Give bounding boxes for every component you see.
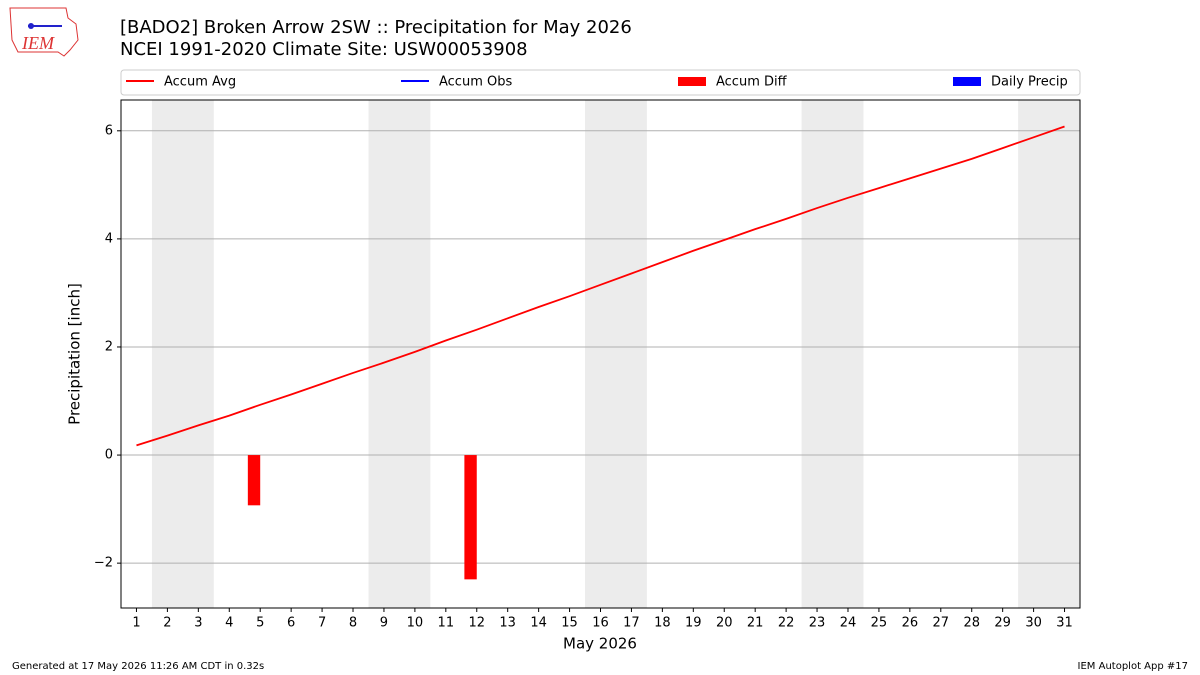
x-tick-label: 18 [654, 616, 671, 631]
footer-left: Generated at 17 May 2026 11:26 AM CDT in… [12, 661, 264, 672]
legend-label: Accum Diff [716, 75, 788, 90]
x-tick-label: 17 [623, 616, 640, 631]
diff-bar [464, 455, 477, 580]
y-tick-label: 4 [105, 231, 113, 246]
x-tick-label: 11 [438, 616, 455, 631]
x-tick-label: 26 [902, 616, 919, 631]
x-tick-label: 15 [561, 616, 578, 631]
y-tick-label: 2 [105, 339, 113, 354]
weekend-span [585, 100, 647, 608]
x-tick-label: 14 [530, 616, 547, 631]
legend-swatch [953, 77, 981, 86]
footer-right: IEM Autoplot App #17 [1078, 661, 1188, 672]
x-tick-label: 16 [592, 616, 609, 631]
x-tick-label: 25 [871, 616, 888, 631]
weekend-span [801, 100, 864, 608]
y-tick-label: 6 [105, 123, 113, 138]
series-line [136, 125, 1065, 447]
x-tick-label: 27 [933, 616, 950, 631]
x-tick-label: 8 [349, 616, 357, 631]
logo-text: IEM [21, 33, 55, 53]
legend-label: Accum Obs [439, 75, 512, 90]
x-tick-label: 13 [499, 616, 516, 631]
x-axis-label: May 2026 [563, 635, 637, 653]
x-tick-label: 3 [194, 616, 202, 631]
x-tick-label: 12 [468, 616, 485, 631]
legend-box [120, 69, 1081, 96]
x-tick-label: 10 [407, 616, 424, 631]
legend-swatch [678, 77, 706, 86]
weekend-span [1018, 100, 1080, 608]
x-tick-label: 7 [318, 616, 326, 631]
x-tick-label: 21 [747, 616, 764, 631]
chart-title: [BADO2] Broken Arrow 2SW :: Precipitatio… [120, 17, 632, 38]
x-tick-label: 9 [380, 616, 388, 631]
y-axis-label: Precipitation [inch] [66, 283, 84, 425]
x-tick-label: 2 [163, 616, 171, 631]
weekend-span [151, 100, 214, 608]
diff-bar [247, 455, 261, 506]
y-tick-label: −2 [94, 556, 113, 571]
logo: IEM [9, 7, 79, 57]
x-tick-label: 4 [225, 616, 233, 631]
x-tick-label: 29 [994, 616, 1011, 631]
x-tick-label: 19 [685, 616, 702, 631]
x-tick-label: 31 [1056, 616, 1073, 631]
x-tick-label: 1 [132, 616, 140, 631]
legend-label: Daily Precip [991, 75, 1068, 90]
x-tick-label: 24 [840, 616, 857, 631]
x-tick-label: 30 [1025, 616, 1042, 631]
legend-label: Accum Avg [164, 75, 236, 90]
x-tick-label: 22 [778, 616, 795, 631]
x-tick-label: 5 [256, 616, 264, 631]
plot-frame [120, 99, 1081, 609]
x-tick-label: 6 [287, 616, 295, 631]
x-tick-label: 28 [963, 616, 980, 631]
weekend-span [368, 100, 431, 608]
y-tick-label: 0 [105, 448, 113, 463]
chart-subtitle: NCEI 1991-2020 Climate Site: USW00053908 [120, 39, 528, 60]
x-tick-label: 20 [716, 616, 733, 631]
x-tick-label: 23 [809, 616, 826, 631]
